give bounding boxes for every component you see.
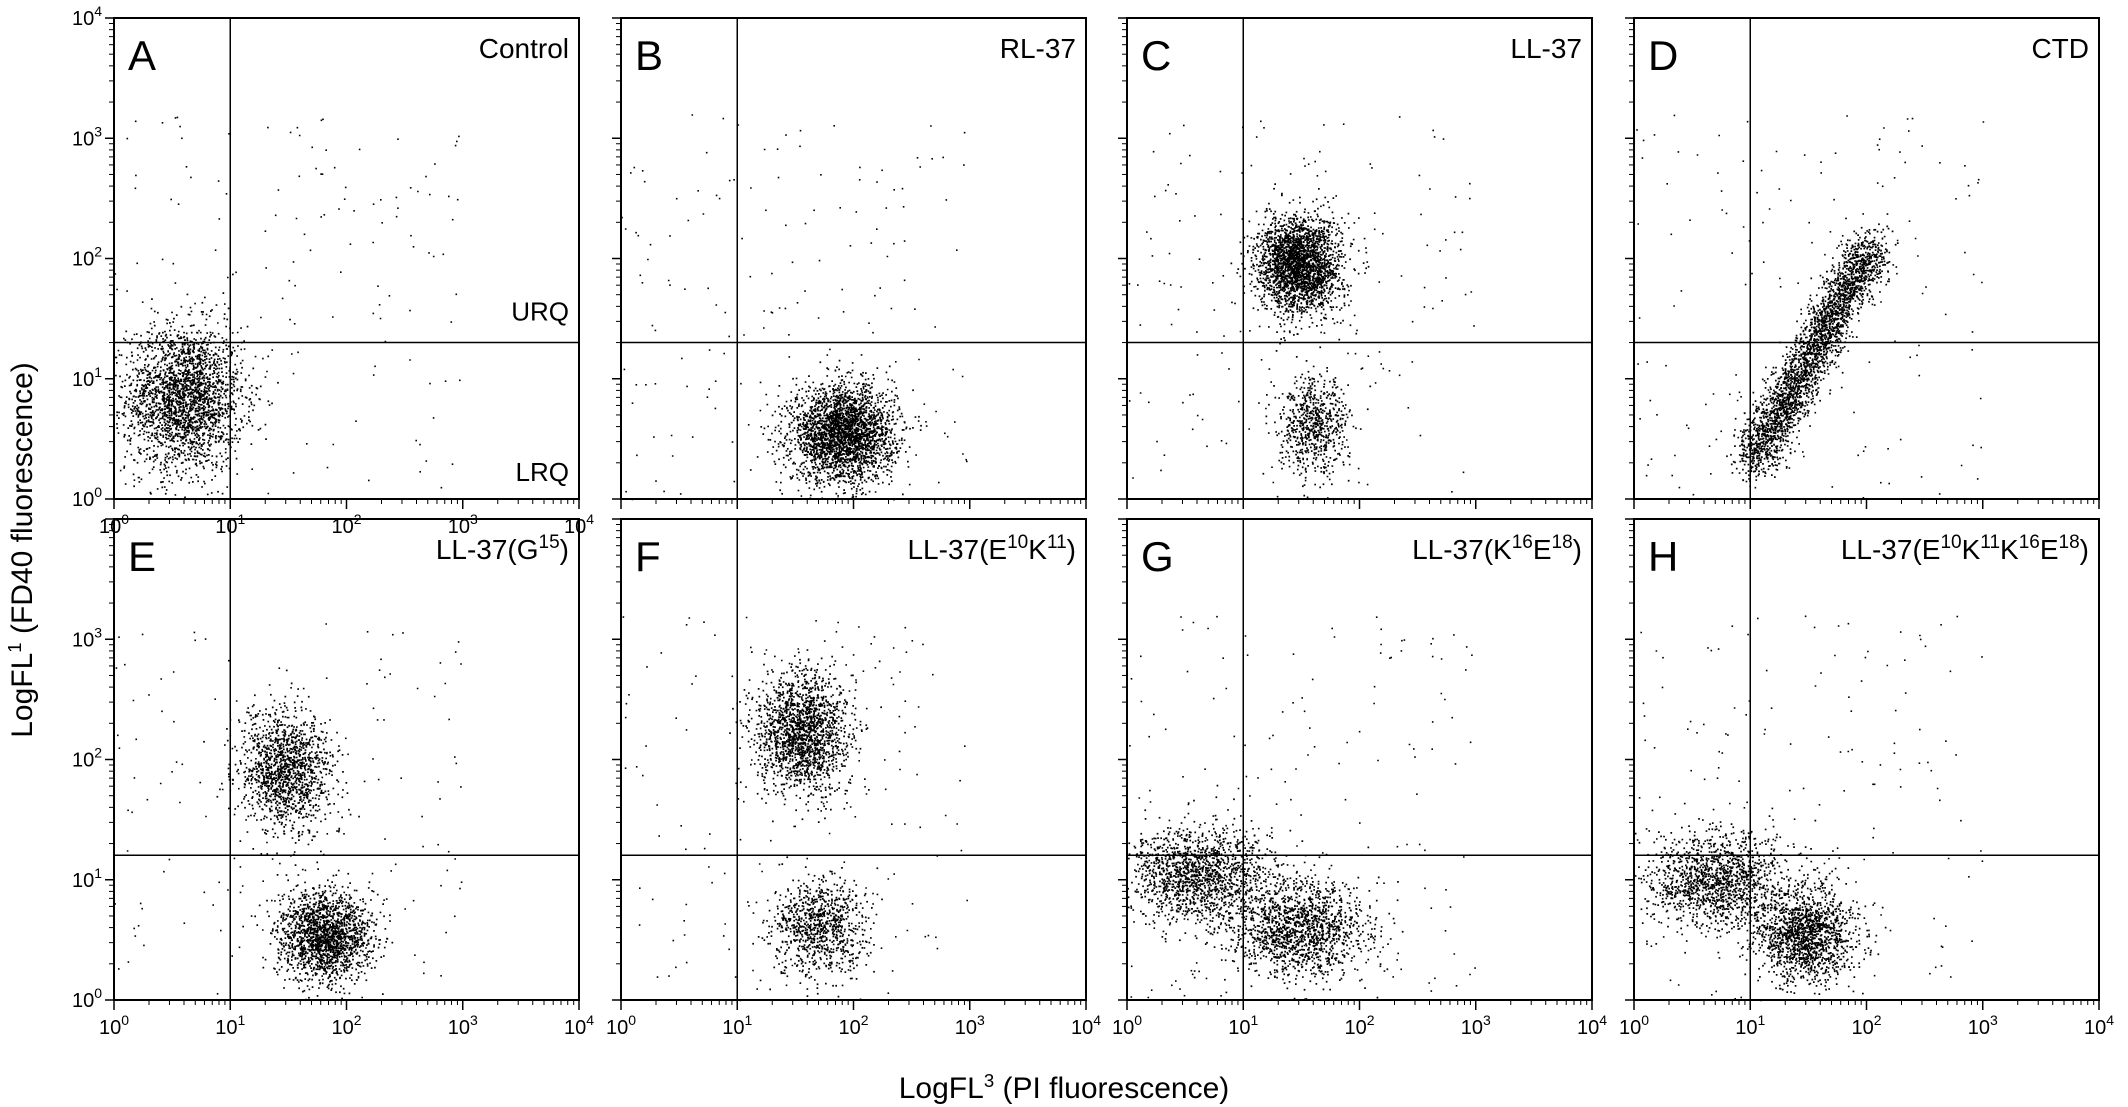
panel-f: 100 101 102 103 104 F LL-37(E10K11) [606,518,1101,1039]
panel-c-events [1128,116,1475,500]
x-tick-label-1: 101 [215,1012,245,1039]
x-tick-label-2: 102 [1344,1012,1374,1039]
panel-title: RL-37 [1000,33,1076,64]
panel-title: LL-37(E10K11K16E18) [1841,532,2089,565]
panel-b-events [621,114,968,501]
x-tick-label-4: 104 [564,511,594,538]
panel-frame [620,17,1087,500]
x-tick-label-2: 102 [331,511,361,538]
panel-letter: D [1648,32,1678,79]
panel-d-events [1636,114,1985,499]
panel-b: B RL-37 [612,17,1087,509]
panel-title: Control [479,33,569,64]
x-tick-label-1: 101 [722,1012,752,1039]
panel-title: LL-37(G15) [436,532,569,565]
quadrant-label-upper-right: URQ [511,297,569,327]
panel-a-events [114,116,461,500]
x-tick-label-3: 103 [1968,1012,1998,1039]
panel-h-events [1634,615,1984,1002]
panel-frame [1633,518,2100,1001]
panel-letter: F [635,533,661,580]
x-tick-label-3: 103 [1461,1012,1491,1039]
x-tick-label-0: 100 [99,1012,129,1039]
panel-letter: E [128,533,156,580]
panel-c: C LL-37 [1118,17,1593,509]
x-tick-label-4: 104 [2084,1012,2114,1039]
panel-frame [1126,518,1593,1001]
x-tick-label-3: 103 [955,1012,985,1039]
y-axis-label: LogFL1 (FD40 fluorescence) [4,362,39,738]
panel-title: LL-37(E10K11) [907,532,1076,565]
panel-e: 100 101 102 103 104 100 101 102 103 E LL-37(G15) [72,518,594,1039]
panel-g: 100 101 102 103 104 G LL-37(K16E18) [1112,518,1607,1039]
x-tick-label-0: 100 [1619,1012,1649,1039]
y-tick-label-0: 100 [72,484,102,511]
panel-title: LL-37 [1510,33,1582,64]
y-tick-label-3: 103 [72,624,102,651]
x-tick-label-2: 102 [838,1012,868,1039]
panel-letter: H [1648,533,1678,580]
x-tick-label-1: 101 [1735,1012,1765,1039]
panel-g-events [1127,615,1476,1001]
x-axis-label: LogFL3 (PI fluorescence) [898,1070,1230,1105]
y-axis-label-wrap: LogFL1 (FD40 fluorescence) [0,0,44,1107]
x-tick-label-3: 103 [448,1012,478,1039]
x-tick-label-0: 100 [1112,1012,1142,1039]
y-tick-label-4: 104 [72,3,102,30]
y-tick-label-0: 100 [72,985,102,1012]
panel-title: LL-37(K16E18) [1412,532,1582,565]
quadrant-label-lower-right: LRQ [516,457,569,487]
y-tick-label-1: 101 [72,364,102,391]
x-tick-label-4: 104 [1071,1012,1101,1039]
panel-letter: B [635,32,663,79]
panel-title: CTD [2031,33,2089,64]
x-tick-label-4: 104 [1577,1012,1607,1039]
y-tick-label-2: 102 [72,244,102,271]
x-tick-label-2: 102 [1851,1012,1881,1039]
x-tick-label-2: 102 [331,1012,361,1039]
panel-d: D CTD [1625,17,2100,509]
x-tick-label-4: 104 [564,1012,594,1039]
y-tick-label-3: 103 [72,123,102,150]
panel-letter: G [1141,533,1174,580]
x-tick-label-1: 101 [1228,1012,1258,1039]
panel-letter: C [1141,32,1171,79]
panel-letter: A [128,32,156,79]
panel-frame [1126,17,1593,500]
panel-e-events [114,623,463,1002]
y-tick-label-1: 101 [72,865,102,892]
panel-f-events [622,616,969,1002]
panel-h: 100 101 102 103 104 H LL-37(E10K11K16E18) [1619,518,2114,1039]
y-tick-label-2: 102 [72,745,102,772]
x-tick-label-0: 100 [606,1012,636,1039]
